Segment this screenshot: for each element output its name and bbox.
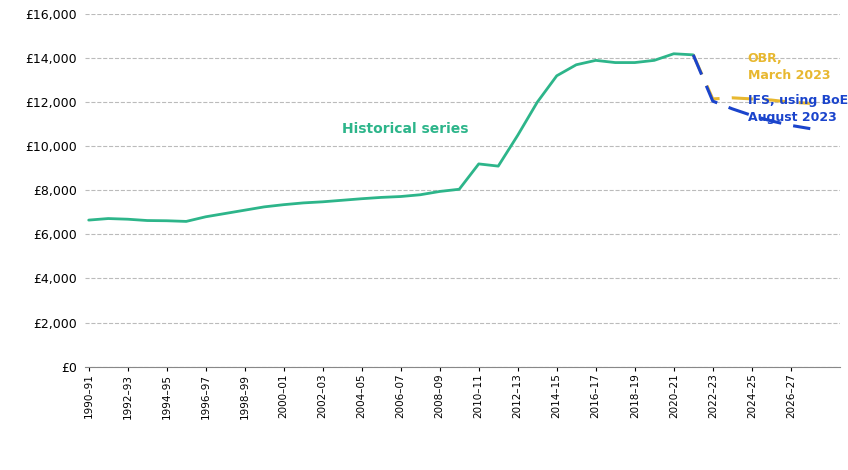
Text: OBR,
March 2023: OBR, March 2023	[748, 52, 830, 82]
Text: IFS, using BoE
August 2023: IFS, using BoE August 2023	[748, 94, 848, 124]
Text: Historical series: Historical series	[343, 122, 469, 136]
